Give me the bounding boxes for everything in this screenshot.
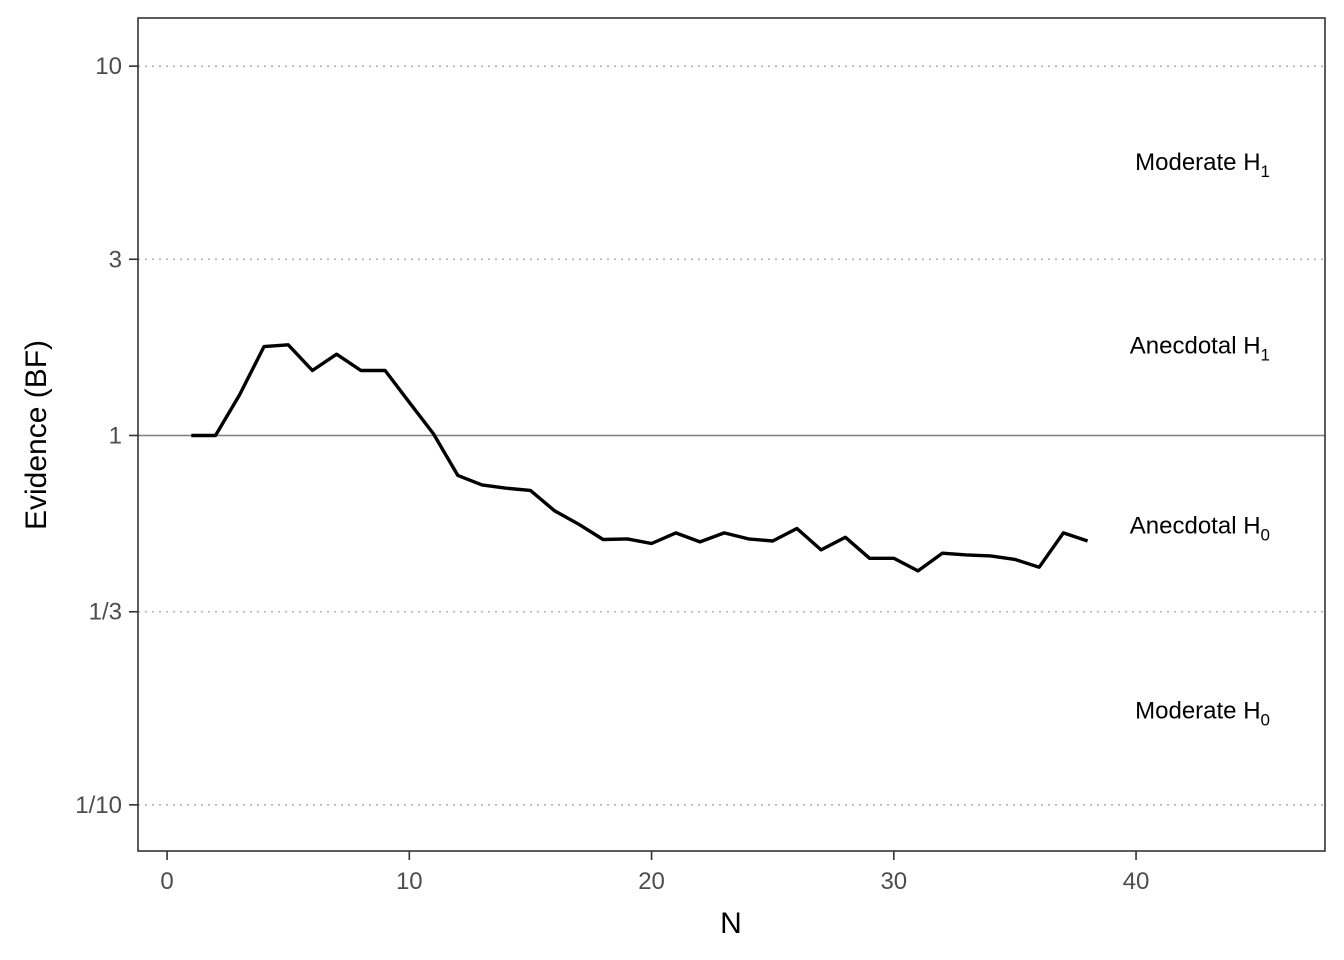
x-axis-title: N	[720, 907, 742, 940]
x-tick-label: 40	[1123, 868, 1150, 895]
region-label: Anecdotal H1	[1130, 333, 1270, 365]
y-tick-label: 1/3	[89, 599, 122, 626]
region-labels: Moderate H1 Anecdotal H1 Anecdotal H0 Moder…	[1130, 149, 1270, 730]
axis-ticks: 0 10 20 30 40 10 3 1 1/3 1/10	[75, 53, 1149, 895]
y-tick-label: 3	[109, 246, 122, 273]
region-label: Moderate H1	[1135, 149, 1270, 181]
series-line	[191, 343, 1089, 573]
region-label: Anecdotal H0	[1130, 513, 1270, 545]
gridlines	[138, 65, 1325, 806]
x-tick-label: 30	[880, 868, 907, 895]
series-layer	[191, 343, 1089, 573]
y-tick-label: 1	[109, 422, 122, 449]
x-tick-label: 0	[160, 868, 173, 895]
x-tick-label: 20	[638, 868, 665, 895]
y-tick-label: 10	[95, 53, 122, 80]
y-axis-title: Evidence (BF)	[20, 340, 53, 530]
x-tick-label: 10	[396, 868, 423, 895]
panel-border	[137, 17, 1326, 852]
y-tick-label: 1/10	[75, 792, 122, 819]
region-label: Moderate H0	[1135, 698, 1270, 730]
